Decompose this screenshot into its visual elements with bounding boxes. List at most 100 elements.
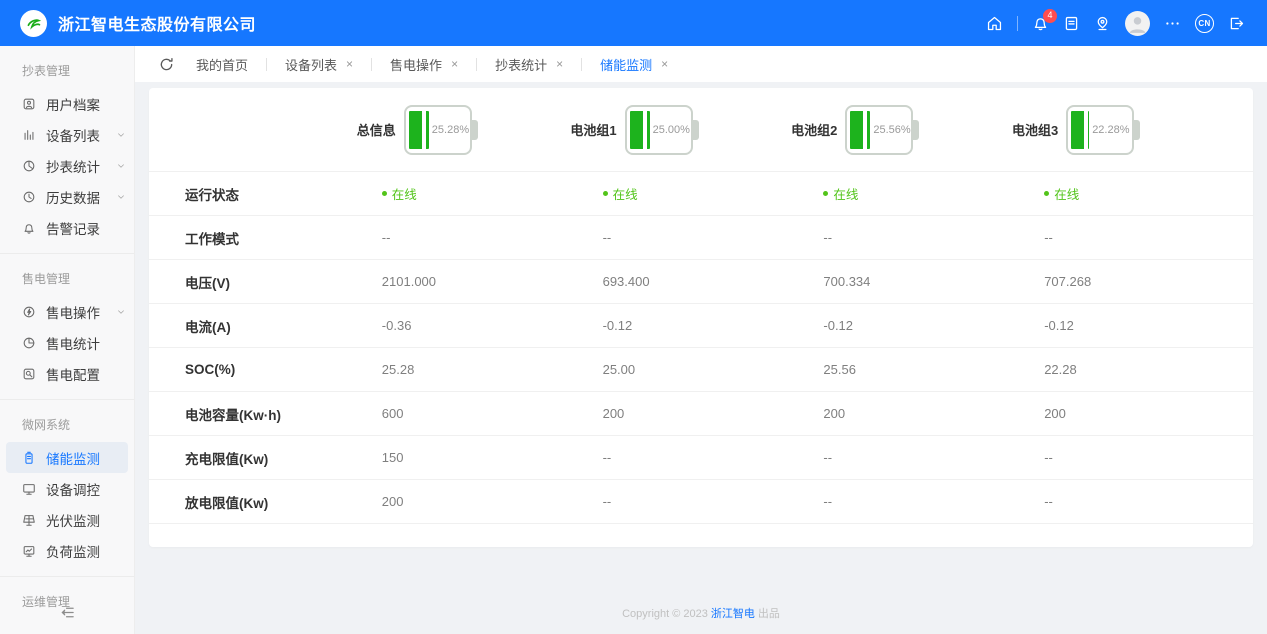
copyright-suffix: 出品	[757, 608, 780, 620]
online-dot-icon	[602, 191, 608, 196]
tab-bar: 我的首页 设备列表 × 售电操作 × 抄表统计 × 储能监测 ×	[135, 46, 1267, 82]
sidebar-group-title: 微网系统	[22, 418, 71, 432]
sidebar-collapse-button[interactable]	[0, 605, 134, 620]
row-label: 电池容量(Kw·h)	[185, 407, 281, 423]
row-value: --	[1044, 230, 1053, 245]
logout-icon[interactable]	[1228, 15, 1245, 32]
footer-brand-link[interactable]: 浙江智电	[710, 608, 755, 620]
refresh-icon[interactable]	[159, 57, 174, 72]
tab-抄表统计[interactable]: 抄表统计 ×	[491, 55, 567, 74]
user-avatar[interactable]	[1125, 10, 1150, 36]
tab-设备列表[interactable]: 设备列表 ×	[281, 55, 357, 74]
row-value: --	[1044, 494, 1053, 509]
sidebar-item-用户档案[interactable]: 用户档案	[0, 88, 134, 119]
status-badge: 在线	[823, 184, 858, 203]
row-value: 700.334	[823, 274, 871, 289]
sidebar-item-设备列表[interactable]: 设备列表	[0, 119, 134, 150]
tab-储能监测[interactable]: 储能监测 ×	[596, 55, 672, 74]
row-label: 工作模式	[185, 231, 239, 247]
notification-count-badge: 4	[1043, 8, 1057, 23]
battery-card-电池组1: 电池组1 25.00%	[547, 104, 812, 155]
tab-close-icon[interactable]: ×	[451, 57, 459, 71]
sidebar-item-label: 抄表统计	[46, 159, 100, 175]
row-label: SOC(%)	[185, 362, 236, 377]
logo-glyph-icon	[27, 18, 42, 30]
row-value: --	[602, 230, 612, 245]
row-value: 707.268	[1044, 274, 1092, 289]
sidebar-item-售电配置[interactable]: 售电配置	[0, 358, 134, 389]
row-value: 25.56	[823, 362, 856, 377]
row-value: 150	[381, 450, 404, 465]
table-row-放电限值(Kw): 放电限值(Kw) 200 -- -- --	[149, 480, 1253, 524]
tab-我的首页[interactable]: 我的首页	[192, 55, 252, 74]
sidebar-item-label: 设备调控	[46, 482, 100, 498]
sidebar-item-label: 设备列表	[46, 128, 100, 144]
battery-percentage: 25.28%	[431, 123, 470, 136]
tab-label: 我的首页	[196, 57, 249, 73]
notification-bell-icon[interactable]: 4	[1032, 8, 1057, 32]
load-icon	[22, 544, 36, 558]
table-row-电流(A): 电流(A) -0.36 -0.12 -0.12 -0.12	[149, 304, 1253, 348]
row-value: 在线	[591, 184, 812, 203]
sidebar-item-告警记录[interactable]: 告警记录	[0, 212, 134, 243]
tab-label: 储能监测	[600, 57, 653, 73]
tab-label: 抄表统计	[495, 57, 548, 73]
home-icon[interactable]	[986, 15, 1003, 32]
tab-close-icon[interactable]: ×	[556, 57, 564, 71]
battery-fill	[850, 110, 871, 149]
battery-card-总信息: 总信息 25.28%	[326, 104, 591, 155]
tab-divider	[476, 57, 478, 71]
more-ellipsis-icon[interactable]	[1164, 15, 1181, 32]
main-content: 总信息 25.28% 电池组1 25.00% 电池组2 25.56% 电池组3 22.28% …	[135, 82, 1267, 634]
document-icon[interactable]	[1063, 15, 1080, 32]
battery-fill	[629, 110, 650, 149]
sidebar-item-设备调控[interactable]: 设备调控	[0, 473, 134, 504]
sidebar-item-负荷监测[interactable]: 负荷监测	[0, 535, 134, 566]
history-icon	[22, 190, 36, 204]
solar-icon	[22, 513, 36, 527]
battery-card-电池组2: 电池组2 25.56%	[767, 104, 1032, 155]
row-value: -0.12	[602, 318, 633, 333]
sidebar-item-抄表统计[interactable]: 抄表统计	[0, 150, 134, 181]
chevron-down-icon	[116, 161, 126, 171]
tab-售电操作[interactable]: 售电操作 ×	[386, 55, 462, 74]
sidebar-item-label: 历史数据	[46, 190, 100, 206]
battery-label: 总信息	[356, 123, 396, 138]
battery-label: 电池组2	[791, 123, 838, 138]
sidebar-group-title: 售电管理	[22, 272, 71, 286]
chevron-down-icon	[116, 130, 126, 140]
tab-divider	[266, 57, 268, 71]
sale-stats-icon	[22, 336, 36, 350]
alarm-icon	[22, 221, 36, 235]
sidebar-item-历史数据[interactable]: 历史数据	[0, 181, 134, 212]
battery-percentage: 25.00%	[652, 123, 690, 136]
sidebar-item-光伏监测[interactable]: 光伏监测	[0, 504, 134, 535]
table-row-工作模式: 工作模式 -- -- -- --	[149, 216, 1253, 260]
online-dot-icon	[381, 191, 387, 196]
battery-label: 电池组1	[570, 123, 617, 138]
sidebar-item-售电操作[interactable]: 售电操作	[0, 296, 134, 327]
battery-gauge: 25.28%	[403, 104, 478, 155]
sidebar-item-label: 负荷监测	[46, 544, 100, 560]
sidebar: 抄表管理 用户档案 设备列表 抄表统计 历史数据 告警记录 售电管理 售电操作 售电统计 售电配置…	[0, 46, 135, 634]
chevron-down-icon	[116, 307, 126, 317]
row-value: 在线	[1032, 184, 1253, 203]
tab-close-icon[interactable]: ×	[661, 57, 669, 71]
sidebar-item-label: 光伏监测	[46, 513, 100, 529]
location-pin-icon[interactable]	[1094, 15, 1111, 32]
table-row-运行状态: 运行状态 在线 在线 在线 在线	[149, 172, 1253, 216]
power-sale-icon	[22, 305, 36, 319]
company-logo	[20, 9, 47, 37]
table-row-SOC(%): SOC(%) 25.28 25.00 25.56 22.28	[149, 348, 1253, 392]
battery-icon	[22, 451, 36, 465]
sidebar-item-label: 储能监测	[46, 451, 100, 467]
online-dot-icon	[1044, 191, 1050, 196]
sidebar-item-label: 售电配置	[46, 367, 100, 383]
language-switch-icon[interactable]: CN	[1195, 13, 1214, 33]
app-header: 浙江智电生态股份有限公司 4 CN	[0, 0, 1267, 46]
user-archive-icon	[22, 97, 36, 111]
sidebar-item-储能监测[interactable]: 储能监测	[6, 442, 128, 473]
sidebar-item-售电统计[interactable]: 售电统计	[0, 327, 134, 358]
tab-close-icon[interactable]: ×	[346, 57, 354, 71]
row-label: 充电限值(Kw)	[185, 451, 269, 467]
